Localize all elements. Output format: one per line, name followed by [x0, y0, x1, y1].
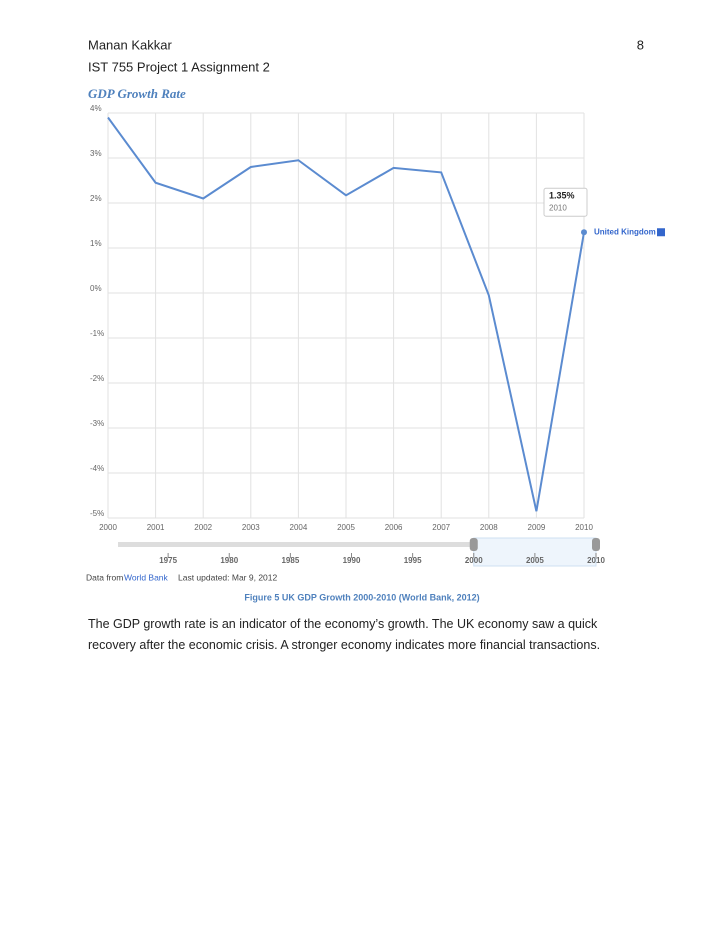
header-author: Manan Kakkar [88, 37, 172, 52]
source-link: World Bank [124, 572, 169, 582]
y-tick-label: -3% [90, 419, 104, 428]
navigator-label: 1985 [281, 556, 299, 565]
x-tick-label: 2000 [99, 523, 117, 532]
navigator-label: 1990 [343, 556, 361, 565]
source-prefix: Data from [86, 572, 123, 582]
navigator-label: 1995 [404, 556, 422, 565]
y-tick-label: 2% [90, 194, 102, 203]
y-tick-label: -5% [90, 509, 104, 518]
series-line [107, 116, 585, 512]
navigator-handle [592, 538, 600, 551]
x-tick-label: 2009 [528, 523, 546, 532]
tooltip-box [543, 187, 588, 217]
navigator-selection [473, 537, 597, 567]
end-point [581, 229, 587, 236]
legend-close [657, 228, 665, 237]
tooltip-value: 1.35% [549, 191, 575, 201]
navigator-track [118, 542, 596, 547]
navigator-label: 1980 [220, 556, 238, 565]
x-tick-label: 2001 [147, 523, 165, 532]
body-paragraph: The GDP growth rate is an indicator of t… [88, 617, 601, 652]
x-tick-label: 2007 [432, 523, 450, 532]
section-title: GDP Growth Rate [88, 86, 186, 101]
navigator-label: 1975 [159, 556, 177, 565]
header-subtitle: IST 755 Project 1 Assignment 2 [88, 59, 270, 74]
y-tick-label: -4% [90, 464, 104, 473]
y-tick-label: 4% [90, 104, 102, 113]
y-tick-label: -2% [90, 374, 104, 383]
x-tick-label: 2006 [385, 523, 403, 532]
navigator-label: 2000 [465, 556, 483, 565]
page-number: 8 [637, 37, 644, 52]
y-tick-label: 1% [90, 239, 102, 248]
x-tick-label: 2004 [290, 523, 308, 532]
last-updated: Last updated: Mar 9, 2012 [178, 572, 278, 582]
x-tick-label: 2008 [480, 523, 498, 532]
legend-label: United Kingdom [594, 227, 656, 236]
navigator-label: 2010 [587, 556, 605, 565]
x-tick-label: 2010 [575, 523, 593, 532]
y-tick-label: -1% [90, 329, 104, 338]
tooltip-year: 2010 [549, 203, 567, 212]
navigator-handle [469, 538, 478, 551]
figure-caption: Figure 5 UK GDP Growth 2000-2010 (World … [244, 592, 479, 602]
x-tick-label: 2003 [242, 523, 260, 532]
x-tick-label: 2002 [194, 523, 212, 532]
y-tick-label: 3% [90, 149, 102, 158]
navigator-label: 2005 [526, 556, 544, 565]
x-tick-label: 2005 [337, 523, 355, 532]
y-tick-label: 0% [90, 284, 102, 293]
